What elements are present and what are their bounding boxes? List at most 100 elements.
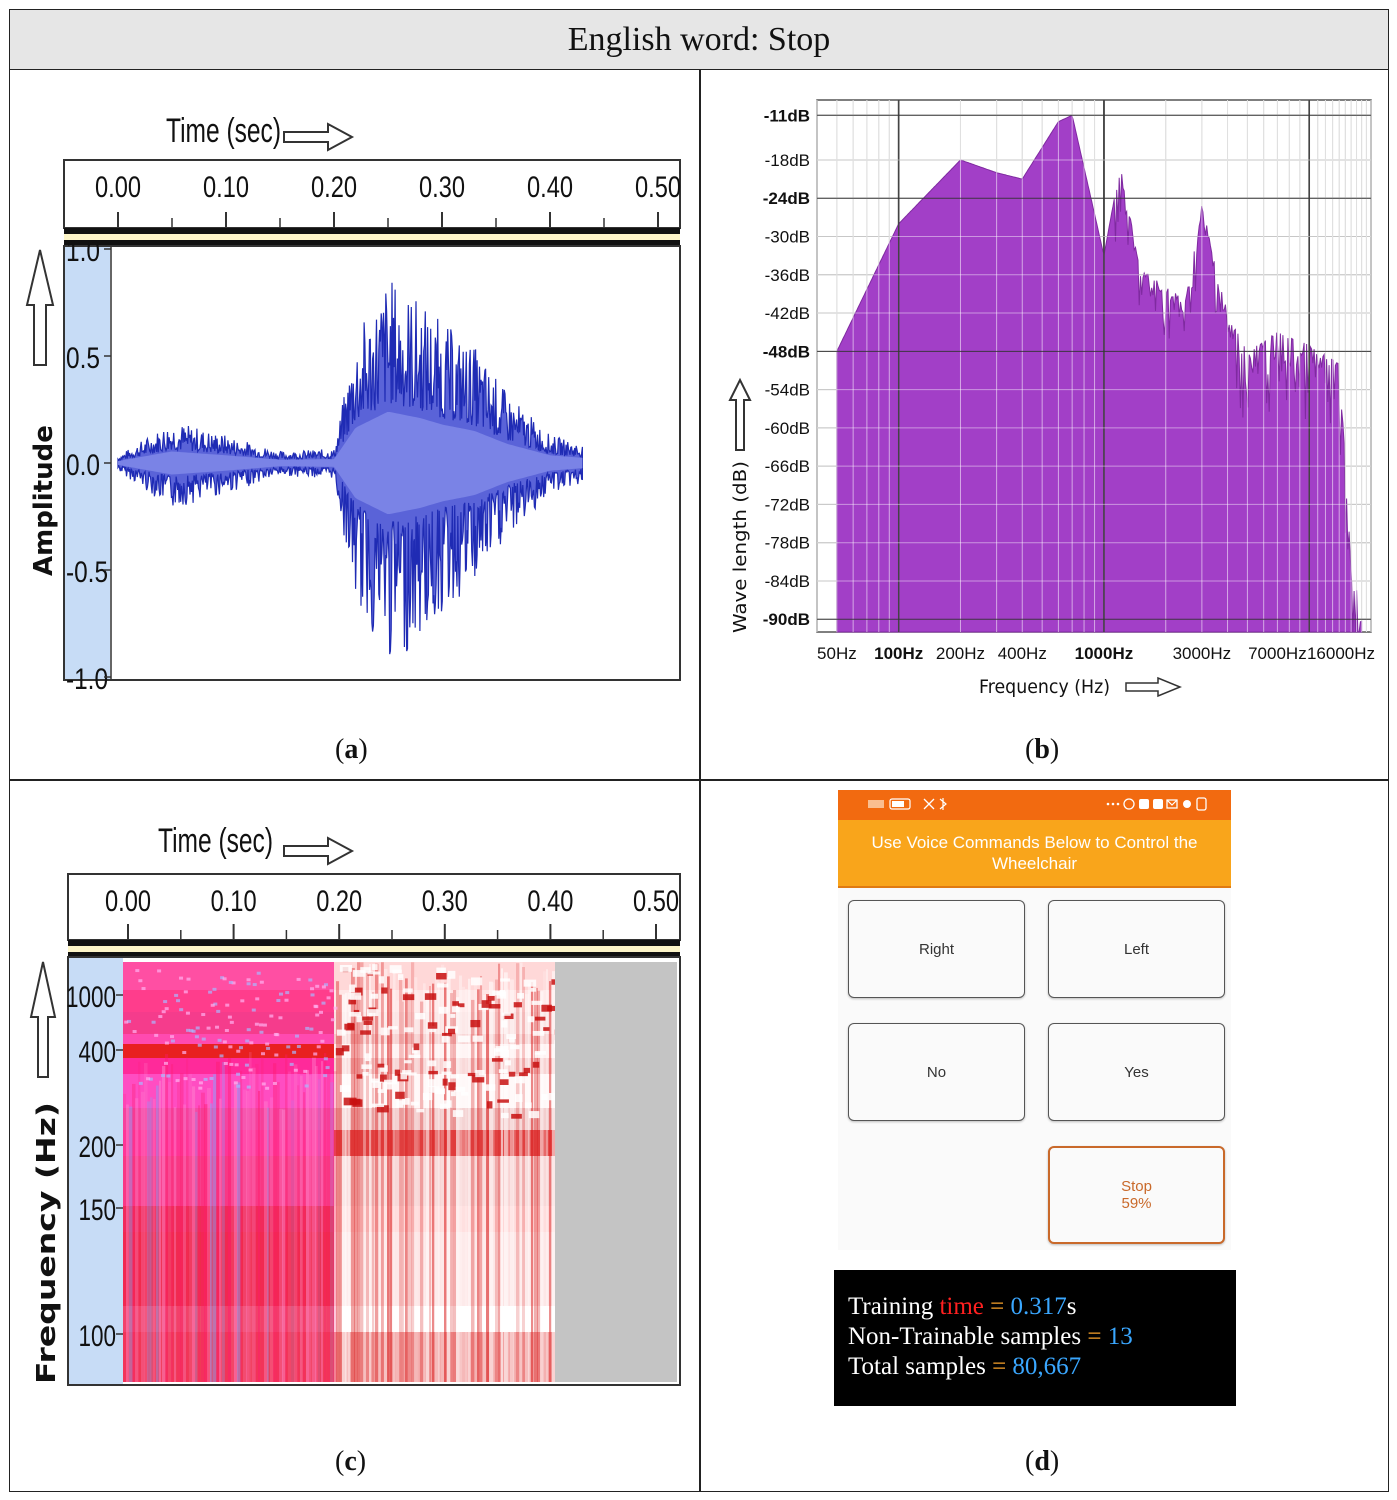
spectrum-ytick-label: -72dB [765, 495, 810, 514]
spectrogram-speckle [203, 1077, 208, 1081]
spectrogram-speckle [213, 1045, 218, 1049]
spectrogram-speckle [329, 989, 334, 993]
spectrogram-striation [180, 1073, 184, 1382]
spectrogram-striation [543, 971, 547, 1382]
spectrogram-striation [519, 962, 523, 1382]
spectrogram-speckle [319, 1010, 324, 1014]
spectrogram-patch [388, 1026, 398, 1030]
spectrogram-patch [336, 1029, 346, 1036]
spectrogram-striation [522, 966, 525, 1382]
spectrogram-striation [495, 979, 499, 1382]
spectrogram-striation [540, 991, 544, 1382]
spectrogram-striation [318, 1079, 321, 1382]
spectrogram-band [123, 1130, 334, 1156]
spectrogram-speckle [286, 1045, 291, 1049]
spectrogram-striation [417, 992, 420, 1382]
spectrogram-patch [504, 1013, 514, 1020]
training-time-unit: s [1066, 1293, 1077, 1320]
stop-button[interactable]: Stop 59% [1048, 1146, 1225, 1244]
waveform-ylabel: Amplitude [29, 425, 59, 576]
spectrogram-patch [406, 1072, 417, 1076]
status-icons [868, 797, 1207, 811]
spectrogram-striation [216, 1061, 220, 1382]
spectrogram-striation [138, 1061, 141, 1382]
spectrogram-patch [502, 1049, 510, 1058]
figure-title: English word: Stop [567, 20, 831, 58]
spectrogram-xlabel: Time (sec) [158, 822, 273, 860]
spectrogram-patch [505, 1060, 511, 1066]
spectrogram-striation [168, 1081, 172, 1382]
spectrogram-speckle [236, 1049, 241, 1053]
spectrogram-speckle [323, 1074, 328, 1078]
spectrum-xlabel: Frequency (Hz) [979, 676, 1110, 698]
spectrogram-patch [428, 1070, 438, 1075]
spectrogram-speckle [272, 1081, 277, 1085]
spectrogram-patch [335, 1048, 344, 1056]
spectrogram-striation [504, 972, 508, 1382]
right-button[interactable]: Right [848, 900, 1025, 998]
spectrogram-speckle [315, 1013, 320, 1017]
spectrogram-striation [480, 975, 483, 1382]
spectrogram-speckle [216, 1009, 221, 1013]
spectrogram-speckle [238, 1046, 243, 1050]
spectrogram-patch [378, 976, 385, 984]
spectrogram-striation [231, 1107, 235, 1382]
spectrogram-striation [135, 1098, 139, 1382]
spectrogram-striation [339, 994, 342, 1382]
spectrogram-speckle [191, 1078, 196, 1082]
training-time-value: 0.317 [1010, 1293, 1067, 1320]
spectrogram-patch [381, 987, 388, 994]
spectrogram-band [123, 1074, 334, 1108]
spectrogram-patch [403, 988, 413, 993]
spectrogram-patch [497, 1099, 509, 1103]
spectrogram-striation [147, 1101, 151, 1382]
spectrogram-striation [300, 1075, 303, 1382]
waveform-xtick-label: 0.20 [311, 171, 357, 204]
left-button[interactable]: Left [1048, 900, 1225, 998]
spectrogram-xtick-label: 0.20 [316, 885, 362, 918]
spectrogram-speckle [197, 1043, 202, 1047]
spectrogram-patch [509, 1037, 515, 1043]
spectrogram-striation [351, 967, 355, 1382]
spectrogram-striation [258, 1090, 261, 1382]
spectrogram-striation [207, 1087, 211, 1382]
yes-button[interactable]: Yes [1048, 1023, 1225, 1121]
spectrogram-patch [367, 1009, 379, 1017]
spectrogram-patch [361, 1064, 372, 1069]
spectrogram-speckle [296, 1045, 301, 1049]
equals-sign: = [990, 1293, 1005, 1320]
spectrogram-ytick-label: 400 [79, 1036, 117, 1069]
no-button[interactable]: No [848, 1023, 1025, 1121]
spectrogram-patch [422, 1092, 433, 1101]
spectrogram-patch [436, 967, 446, 973]
spectrogram-striation [474, 979, 478, 1382]
spectrogram-striation [447, 977, 451, 1382]
spectrogram-speckle [278, 1016, 283, 1020]
spectrogram-speckle [175, 1079, 180, 1083]
right-button-label: Right [918, 940, 955, 958]
spectrum-xtick-label: 1000Hz [1075, 644, 1134, 663]
spectrogram-speckle [323, 983, 328, 987]
spectrogram-speckle [194, 1035, 199, 1039]
spectrum-ytick-label: -30dB [765, 228, 810, 247]
spectrogram-xtick-label: 0.00 [105, 885, 151, 918]
spectrogram-patch [372, 1080, 379, 1088]
spectrogram-striation [255, 1063, 259, 1382]
spectrogram-band [123, 1156, 334, 1206]
spectrogram-speckle [284, 998, 289, 1002]
spectrogram-speckle [254, 1022, 259, 1026]
spectrum-ytick-label: -48dB [763, 342, 810, 361]
spectrogram-striation [342, 994, 346, 1382]
spectrogram-speckle [323, 1057, 328, 1061]
spectrogram-patch [396, 1100, 404, 1108]
spectrogram-striation [213, 1074, 217, 1382]
spectrogram-speckle [293, 1068, 298, 1072]
spectrum-ytick-label: -84dB [765, 572, 810, 591]
spectrogram-patch [447, 970, 456, 979]
spectrogram-patch [427, 1060, 437, 1067]
spectrogram-striation [546, 969, 549, 1382]
spectrogram-striation [384, 968, 388, 1382]
spectrogram-striation [348, 992, 351, 1382]
spectrogram-patch [441, 1071, 452, 1075]
spectrogram-striation [498, 963, 501, 1382]
